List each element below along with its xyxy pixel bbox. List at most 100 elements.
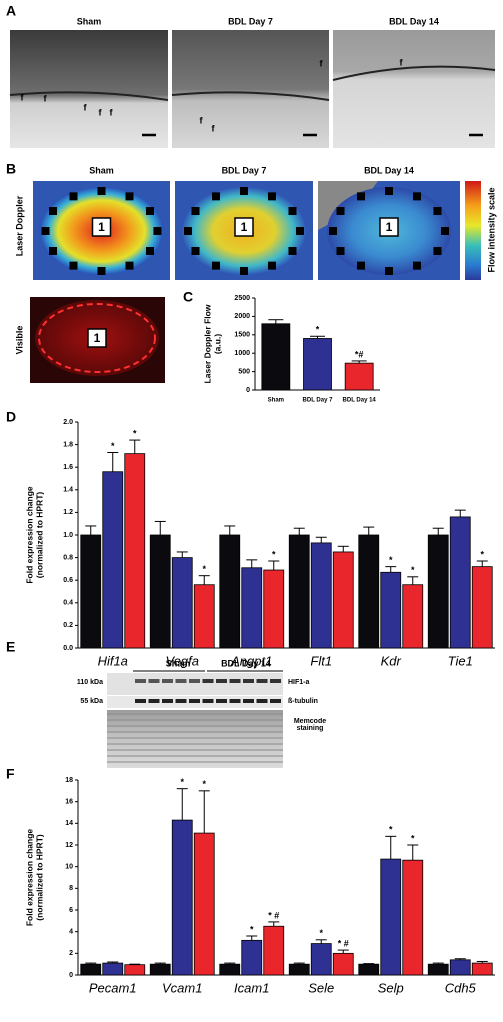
- band: [175, 699, 187, 703]
- significance-label: *: [202, 564, 206, 574]
- bar: [193, 584, 215, 649]
- roi-marker: [240, 187, 248, 195]
- bar: [332, 952, 354, 976]
- y-tick-label: 16: [65, 799, 73, 806]
- bar: [80, 534, 102, 649]
- band: [216, 699, 227, 703]
- roi-marker: [357, 261, 365, 270]
- group-label: BDL Day 14: [221, 658, 271, 668]
- roi-box: [234, 217, 254, 237]
- band: [148, 699, 160, 703]
- roi-marker: [212, 261, 220, 270]
- band: [243, 679, 254, 683]
- band: [148, 679, 160, 683]
- image-title: Sham: [89, 165, 114, 175]
- y-tick-label: 12: [65, 842, 73, 849]
- panel-label: B: [6, 161, 16, 177]
- significance-label: *: [133, 428, 137, 438]
- bar: [241, 567, 263, 649]
- band: [162, 679, 173, 683]
- x-tick-label: BDL Day 7: [303, 398, 334, 404]
- y-tick-label: 1.4: [63, 487, 73, 494]
- significance-label: *: [389, 825, 393, 835]
- x-tick-label: Kdr: [381, 653, 402, 668]
- colorbar-label: Flow intensity scale: [486, 187, 496, 272]
- bar: [241, 939, 263, 976]
- size-marker: 55 kDa: [80, 698, 103, 705]
- bar: [171, 557, 193, 649]
- y-axis-label: (normalized to HPRT): [34, 492, 44, 579]
- y-tick-label: 8: [69, 885, 73, 892]
- bar: [102, 962, 124, 976]
- row-label-box: Memcode staining: [294, 718, 326, 732]
- fiber-label: f: [99, 107, 103, 117]
- bar: [402, 859, 424, 976]
- y-tick-label: 1.0: [63, 532, 73, 539]
- bar: [149, 963, 171, 976]
- band: [243, 699, 254, 703]
- row-label: ß-tubulin: [288, 698, 318, 705]
- band: [270, 699, 281, 703]
- roi-marker: [191, 247, 200, 255]
- significance-label: *: [319, 928, 323, 938]
- bar: [149, 534, 171, 649]
- bar: [219, 963, 241, 976]
- roi-marker: [336, 247, 345, 255]
- bar: [344, 362, 374, 391]
- panel-label: C: [183, 289, 193, 305]
- y-tick-label: 500: [238, 368, 250, 375]
- bar: [288, 534, 310, 649]
- significance-label: *#: [355, 349, 364, 359]
- bar: [380, 858, 402, 976]
- band: [216, 679, 227, 683]
- y-tick-label: 0.0: [63, 645, 73, 652]
- roi-number: 1: [241, 220, 248, 234]
- bar: [124, 453, 146, 649]
- significance-label: * #: [268, 910, 279, 920]
- bar: [471, 962, 493, 976]
- roi-marker: [69, 261, 78, 270]
- roi-marker: [268, 261, 276, 270]
- panel-label: D: [6, 409, 16, 425]
- y-tick-label: 4: [69, 929, 73, 936]
- bar: [427, 963, 449, 976]
- bar: [380, 571, 402, 649]
- y-tick-label: 2000: [234, 313, 250, 320]
- memcode: [107, 710, 283, 768]
- fiber-label: f: [200, 115, 204, 125]
- image-title: Sham: [77, 16, 102, 26]
- roi-box: [91, 217, 112, 237]
- bar: [193, 832, 215, 976]
- band: [229, 679, 241, 683]
- roi-marker: [145, 207, 154, 215]
- y-tick-label: 1.2: [63, 509, 73, 516]
- roi-marker: [357, 192, 365, 201]
- band: [202, 679, 214, 683]
- x-tick-label: Angpt1: [230, 653, 272, 668]
- blot-bg: [107, 673, 283, 695]
- band: [135, 679, 146, 683]
- significance-label: *: [250, 924, 254, 934]
- panel-label: A: [6, 3, 16, 19]
- band: [229, 699, 241, 703]
- bar: [310, 943, 332, 976]
- bar: [102, 471, 124, 649]
- significance-label: *: [411, 565, 415, 575]
- band: [175, 679, 187, 683]
- x-tick-label: Vcam1: [162, 980, 202, 995]
- band: [256, 679, 268, 683]
- roi-marker: [97, 267, 106, 275]
- y-tick-label: 10: [65, 864, 73, 871]
- fiber-label: f: [21, 92, 25, 102]
- y-axis-label: (a.u.): [212, 334, 222, 354]
- roi-marker: [240, 267, 248, 275]
- roi-marker: [184, 227, 192, 235]
- bar: [332, 551, 354, 649]
- band: [189, 699, 200, 703]
- panel-label: E: [6, 639, 15, 655]
- y-tick-label: 0: [69, 972, 73, 979]
- colorbar: [465, 181, 481, 280]
- roi-marker: [69, 192, 78, 201]
- roi-marker: [296, 227, 304, 235]
- band: [270, 679, 281, 683]
